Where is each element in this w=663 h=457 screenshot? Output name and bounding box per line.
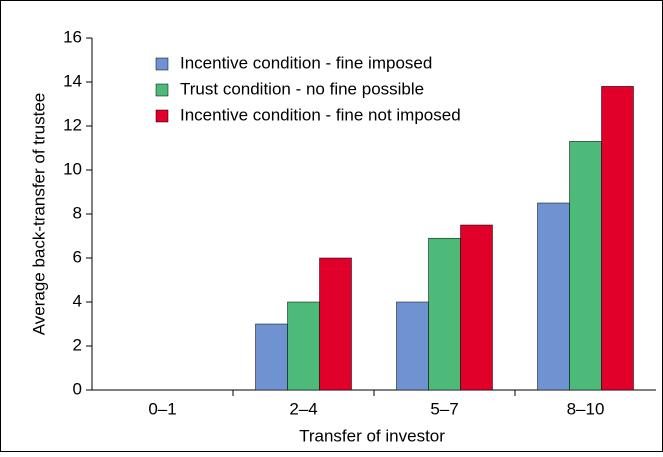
x-tick-label: 2–4 [289, 399, 317, 418]
y-tick-label: 2 [73, 335, 82, 354]
x-tick-label: 5–7 [430, 399, 458, 418]
bar [428, 237, 461, 391]
bar [569, 141, 602, 391]
legend-label: Trust condition - no fine possible [180, 79, 424, 98]
bar [537, 202, 570, 391]
bar [255, 323, 288, 391]
y-tick-label: 16 [63, 27, 82, 46]
legend-label: Incentive condition - fine not imposed [180, 105, 461, 124]
bar [319, 257, 352, 391]
x-tick-label: 0–1 [148, 399, 176, 418]
legend-swatch [155, 83, 169, 97]
y-tick-label: 0 [73, 379, 82, 398]
bar [287, 301, 320, 391]
y-tick-label: 6 [73, 247, 82, 266]
bar [396, 301, 429, 391]
y-tick-label: 8 [73, 203, 82, 222]
bar [601, 86, 634, 391]
x-axis-label: Transfer of investor [299, 426, 445, 445]
y-tick-label: 12 [63, 115, 82, 134]
y-tick-label: 14 [63, 71, 82, 90]
legend-swatch [155, 57, 169, 71]
y-tick-label: 4 [73, 291, 82, 310]
x-tick-label: 8–10 [567, 399, 605, 418]
legend-label: Incentive condition - fine imposed [180, 53, 432, 72]
bar [460, 224, 493, 391]
y-tick-label: 10 [63, 159, 82, 178]
y-axis-label: Average back-transfer of trustee [29, 93, 48, 336]
legend-swatch [155, 109, 169, 123]
